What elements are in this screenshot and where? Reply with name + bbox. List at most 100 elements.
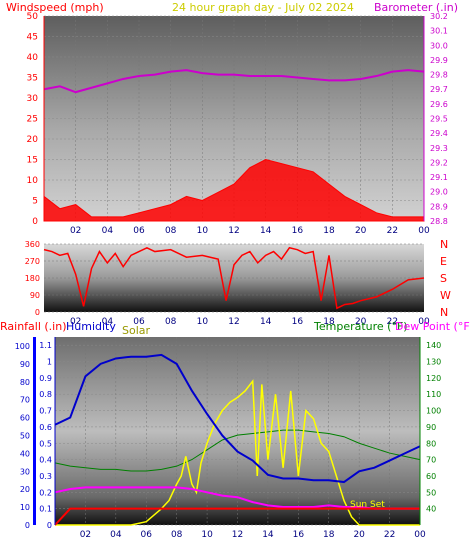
graph-title: 24 hour graph day - July 02 2024	[172, 1, 354, 14]
rain-tick-label: 1	[47, 358, 52, 367]
y-right-tick-label: 28.9	[430, 202, 448, 211]
x-tick-label: 16	[293, 530, 305, 540]
compass-label: S	[440, 272, 447, 285]
x-tick-label: 20	[353, 530, 365, 540]
rain-tick-label: 0.8	[39, 390, 52, 399]
humidity-tick-label: 50	[20, 431, 30, 440]
y-tick-label: 90	[30, 291, 40, 300]
x-tick-label: 16	[292, 317, 304, 327]
y-tick-label: 0	[35, 308, 40, 317]
x-tick-label: 06	[133, 317, 145, 327]
windspeed-axis-title: Windspeed (mph)	[6, 1, 104, 14]
temperature-tick-label: 140	[426, 341, 441, 350]
y-tick-label: 5	[32, 197, 38, 207]
x-tick-label: 06	[141, 530, 153, 540]
humidity-series	[54, 353, 421, 484]
x-tick-label: 00	[414, 530, 426, 540]
rainfall-in-series	[54, 507, 420, 526]
rain-tick-label: 0.1	[39, 505, 52, 514]
x-tick-label: 02	[70, 226, 81, 236]
x-tick-label: 14	[260, 226, 272, 236]
temperature-tick-label: 80	[426, 439, 436, 448]
x-tick-label: 22	[384, 530, 395, 540]
rain-tick-label: 0.2	[39, 488, 52, 497]
rain-tick-label: 0.9	[39, 374, 52, 383]
rainfall-axis-title: Rainfall (.in)	[0, 320, 67, 333]
x-tick-label: 20	[355, 226, 367, 236]
temperature-tick-label: 60	[426, 472, 436, 481]
compass-label: N	[440, 238, 448, 251]
wind-direction-panel: 0 N 90 W 180 S 270 E 360 N 02 04 06 08 10 12 14 16 18 20 22 0…	[25, 238, 451, 327]
wind-direction-series	[43, 246, 425, 310]
y-tick-label: 45	[27, 33, 38, 43]
y-right-tick-label: 29.6	[430, 100, 448, 109]
x-tick-label: 04	[102, 317, 114, 327]
sunset-label: Sun Set	[350, 500, 385, 510]
x-tick-label: 18	[323, 317, 335, 327]
temperature-tick-label: 100	[426, 407, 441, 416]
temperature-tick-label: 110	[426, 390, 441, 399]
x-tick-label: 12	[232, 530, 243, 540]
barometer-axis-title: Barometer (.in)	[374, 1, 458, 14]
temperature-f-series	[54, 429, 421, 472]
y-right-tick-label: 29.9	[430, 56, 448, 65]
x-tick-label: 00	[418, 317, 430, 327]
dewpoint-axis-title: Dew Point (°F)	[395, 320, 470, 333]
rain-tick-label: 0.5	[39, 439, 52, 448]
x-tick-label: 18	[323, 530, 335, 540]
x-tick-label: 10	[197, 226, 209, 236]
humidity-tick-label: 100	[15, 342, 30, 351]
temperature-tick-label: 130	[426, 358, 441, 367]
humidity-axis-title: Humidity	[66, 320, 116, 333]
rain-tick-label: 0.4	[39, 456, 52, 465]
y-tick-label: 25	[27, 115, 38, 125]
x-tick-label: 08	[165, 317, 177, 327]
climate-panel: 0 0.1 0.2 0.3 0.4 0.5 0.6 0.7 0.8 0.9 1 1.1 0 10 20 30 4…	[15, 337, 441, 540]
y-tick-label: 50	[27, 12, 39, 22]
humidity-tick-label: 0	[25, 521, 30, 530]
y-right-tick-label: 29.5	[430, 115, 448, 124]
y-right-tick-label: 30.1	[430, 27, 448, 36]
y-right-tick-label: 29.8	[430, 71, 448, 80]
compass-label: N	[440, 306, 448, 319]
compass-label: W	[440, 289, 451, 302]
x-tick-label: 20	[355, 317, 367, 327]
solar-series	[55, 379, 420, 526]
humidity-tick-label: 40	[20, 449, 30, 458]
y-tick-label: 40	[27, 53, 39, 63]
humidity-tick-label: 80	[20, 378, 30, 387]
y-right-tick-label: 28.8	[430, 217, 448, 226]
x-tick-label: 02	[80, 530, 91, 540]
y-right-tick-label: 29.3	[430, 144, 448, 153]
wind-barometer-panel: 0 5 10 15 20 25 30 35 40 45 50 28.8 28.9 29.0 29.1 29.2…	[27, 12, 448, 236]
y-right-tick-label: 30.2	[430, 12, 448, 21]
humidity-tick-label: 10	[20, 503, 30, 512]
humidity-tick-label: 90	[20, 360, 30, 369]
humidity-tick-label: 30	[20, 467, 30, 476]
y-right-tick-label: 30.0	[430, 41, 448, 50]
x-tick-label: 00	[418, 226, 430, 236]
rain-tick-label: 1.1	[39, 341, 52, 350]
x-tick-label: 06	[133, 226, 145, 236]
temperature-axis-title: Temperature (°F)	[313, 320, 408, 333]
y-right-tick-label: 29.1	[430, 173, 448, 182]
y-tick-label: 270	[25, 257, 40, 266]
humidity-tick-label: 70	[20, 396, 30, 405]
temperature-tick-label: 40	[426, 505, 436, 514]
windspeed-series	[43, 158, 425, 222]
temperature-tick-label: 90	[426, 423, 436, 432]
y-right-tick-label: 29.0	[430, 188, 448, 197]
x-tick-label: 18	[323, 226, 335, 236]
x-tick-label: 04	[110, 530, 122, 540]
x-tick-label: 08	[165, 226, 177, 236]
y-tick-label: 30	[27, 94, 39, 104]
y-tick-label: 180	[25, 274, 40, 283]
temperature-tick-label: 120	[426, 374, 441, 383]
rain-tick-label: 0.6	[39, 423, 52, 432]
x-tick-label: 22	[387, 317, 398, 327]
y-tick-label: 10	[27, 176, 39, 186]
x-tick-label: 08	[171, 530, 183, 540]
y-tick-label: 15	[27, 156, 38, 166]
temperature-tick-label: 70	[426, 456, 436, 465]
